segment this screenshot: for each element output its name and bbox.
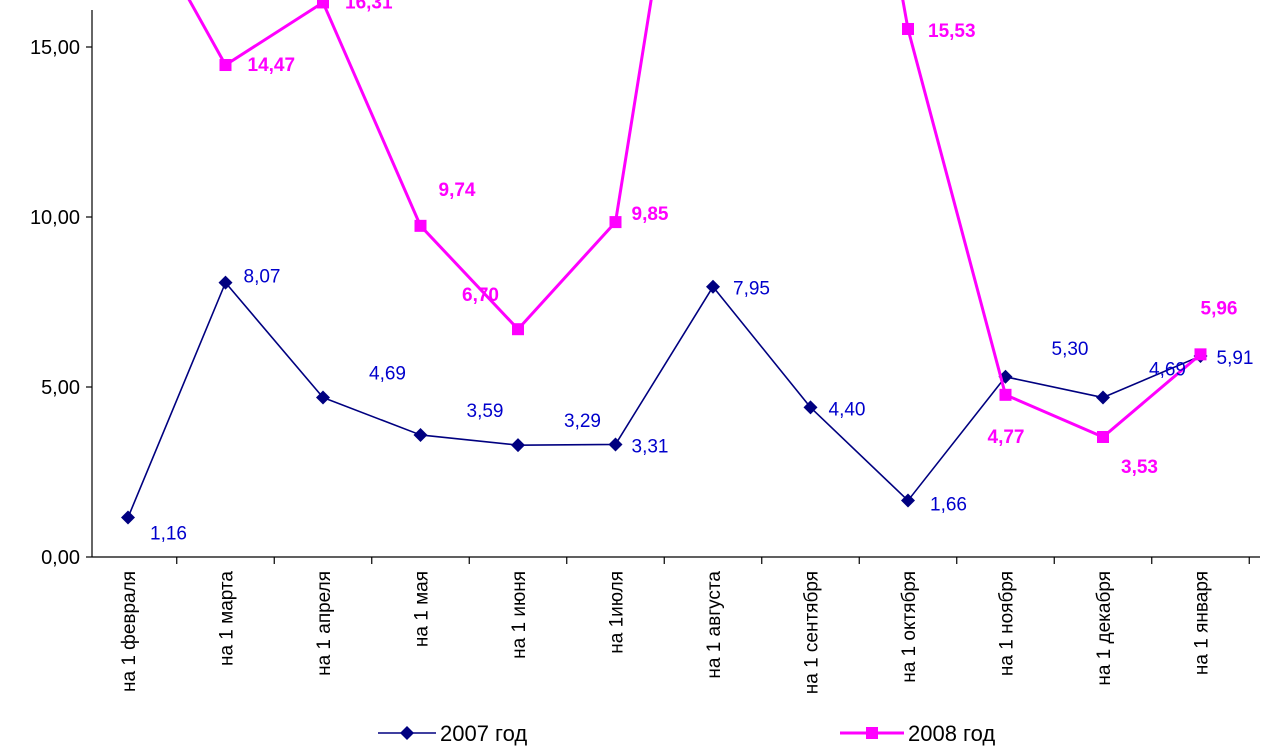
legend-label: 2007 год <box>440 721 527 746</box>
data-label-2007: 1,16 <box>150 524 187 545</box>
data-label-2008: 4,77 <box>988 427 1025 448</box>
y-tick-label: 0,00 <box>41 547 80 569</box>
legend-marker-2008 <box>866 727 878 739</box>
x-category-label: на 1 января <box>1192 571 1213 675</box>
data-label-2008: 9,85 <box>632 204 669 225</box>
x-category-label: на 1 октября <box>899 571 920 683</box>
data-label-2007: 5,91 <box>1217 348 1254 369</box>
x-category-label: на 1 августа <box>704 571 725 679</box>
series-line-2008 <box>187 0 1202 439</box>
data-label-2007: 3,29 <box>564 411 601 432</box>
x-category-label: на 1 мая <box>412 571 433 647</box>
point-marker-2007 <box>706 279 720 294</box>
point-marker-2007 <box>803 400 818 415</box>
data-label-2008: 16,31 <box>345 0 393 13</box>
y-tick-label: 5,00 <box>41 377 80 399</box>
point-marker-2007 <box>608 437 623 452</box>
point-marker-2008 <box>414 219 427 232</box>
data-label-2007: 8,07 <box>244 267 281 288</box>
point-marker-2008 <box>219 59 232 72</box>
y-tick-label: 10,00 <box>30 207 80 229</box>
point-marker-2008 <box>317 0 329 9</box>
legend: 2007 год 2008 год <box>378 721 995 746</box>
point-marker-2008 <box>609 216 622 229</box>
point-marker-2008 <box>902 22 914 35</box>
y-tick-label: 15,00 <box>30 37 80 59</box>
point-marker-2007 <box>1096 390 1110 405</box>
data-label-2007: 4,40 <box>829 399 866 420</box>
x-category-label: на 1 декабря <box>1094 571 1115 686</box>
point-marker-2007 <box>413 427 428 442</box>
point-marker-2007 <box>316 390 330 405</box>
data-label-2007: 3,31 <box>632 436 669 457</box>
legend-marker-2007 <box>400 726 414 740</box>
data-label-2008: 9,74 <box>439 180 476 201</box>
x-category-label: на 1 ноября <box>997 571 1018 676</box>
data-label-2007: 3,59 <box>467 401 504 422</box>
point-marker-2007 <box>218 275 233 290</box>
series-line-2007 <box>127 281 1201 518</box>
x-category-label: на 1 июня <box>509 571 530 659</box>
data-label-2007: 7,95 <box>733 279 770 300</box>
point-marker-2007 <box>901 493 915 508</box>
data-labels: 1,16 8,07 4,69 3,59 3,29 3,31 7,95 4,40 1,66 5,30… <box>150 0 1253 545</box>
data-label-2007: 4,69 <box>369 364 406 385</box>
x-category-label: на 1 сентября <box>802 571 823 694</box>
x-category-label: на 1 февраля <box>119 571 140 692</box>
data-label-2008: 3,53 <box>1121 457 1158 478</box>
data-label-2007: 4,69 <box>1149 360 1186 381</box>
data-label-2007: 1,66 <box>930 495 967 516</box>
point-marker-2008 <box>1097 430 1109 443</box>
data-label-2008: 15,53 <box>928 21 976 42</box>
point-marker-2008 <box>999 388 1012 401</box>
data-label-2007: 5,30 <box>1052 339 1089 360</box>
legend-label: 2008 год <box>908 721 995 746</box>
x-category-label: на 1июля <box>607 571 628 654</box>
x-category-label: на 1 марта <box>217 571 238 666</box>
series-lines <box>121 0 1208 525</box>
data-label-2008: 6,70 <box>462 285 499 306</box>
data-label-2008: 5,96 <box>1201 298 1238 319</box>
x-category-label: на 1 апреля <box>314 571 335 676</box>
point-marker-2008 <box>512 323 524 336</box>
data-label-2008: 14,47 <box>248 55 296 76</box>
point-marker-2007 <box>511 438 525 453</box>
point-marker-2007 <box>121 510 135 525</box>
point-marker-2008 <box>1194 348 1207 361</box>
